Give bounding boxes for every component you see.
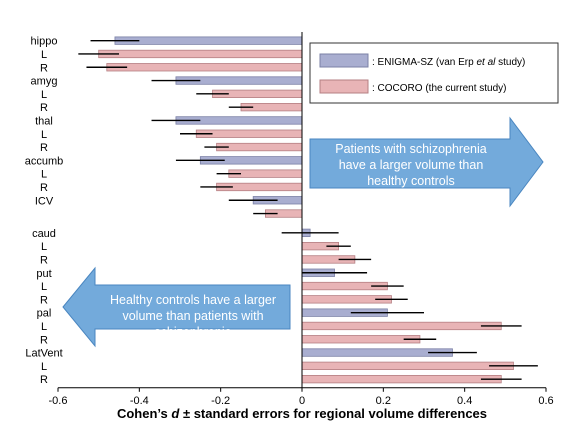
x-axis: -0.6 -0.4 -0.2 0 0.2 0.4 0.6 [49,32,554,407]
left-arrow-annotation: Healthy controls have a larger volume th… [62,266,291,348]
category-label-4: L [41,89,47,101]
legend-label-enigma-part-2: et al [476,57,496,68]
bar-cocoro-25 [301,374,502,384]
right-arrow-annotation: Patients with schizophrenia have a large… [309,116,544,208]
left-arrow-line-2: volume than patients with [122,309,263,323]
category-label-16: R [40,254,48,266]
category-label-15: L [41,241,47,253]
category-label-22: R [40,334,48,346]
category-label-6: thal [35,115,53,127]
category-labels: hippoLRamygLRthalLRaccumbLRICVcaudLRputL… [25,36,64,386]
legend-label-enigma-part-3: study) [495,57,525,68]
x-tick-label-0: -0.6 [49,395,68,407]
legend-label-enigma-part-1: : ENIGMA-SZ (van Erp [372,57,476,68]
x-tick-label-2: -0.2 [211,395,230,407]
x-tick-label-1: -0.4 [130,395,149,407]
x-tick-label-3: 0 [299,395,305,407]
left-arrow-line-1: Healthy controls have a larger [110,293,276,307]
category-label-5: R [40,102,48,114]
legend-swatch-enigma [319,53,369,68]
category-label-23: LatVent [25,348,62,360]
right-arrow-line-2: have a larger volume than [339,158,484,172]
category-label-17: put [36,268,51,280]
category-label-19: R [40,294,48,306]
right-arrow-shape [309,116,544,208]
category-label-3: amyg [31,76,58,88]
category-label-2: R [40,62,48,74]
legend-label-cocoro-part-1: : COCORO (the current study) [372,83,506,94]
category-label-7: L [41,129,47,141]
legend: : ENIGMA-SZ (van Erp et al study) : COCO… [309,42,559,104]
legend-label-enigma: : ENIGMA-SZ (van Erp et al study) [372,57,525,68]
legend-label-cocoro: : COCORO (the current study) [372,83,506,94]
right-arrow-line-3: healthy controls [367,174,455,188]
category-label-1: L [41,49,47,61]
right-arrow-line-1: Patients with schizophrenia [335,142,487,156]
x-axis-title-part-1: Cohen’s [117,406,171,421]
category-label-9: accumb [25,155,64,167]
bars-layer [78,36,538,384]
x-tick-label-4: 0.2 [376,395,391,407]
x-tick-label-5: 0.4 [457,395,472,407]
bar-enigma-0 [114,36,303,45]
bar-cocoro-2 [106,63,303,72]
x-tick-label-6: 0.6 [538,395,553,407]
left-arrow-shape [62,266,291,348]
x-axis-title: Cohen’s d ± standard errors for regional… [117,406,487,421]
category-label-24: L [41,361,47,373]
category-label-11: R [40,182,48,194]
category-label-8: R [40,142,48,154]
category-label-14: caud [32,228,56,240]
category-label-10: L [41,169,47,181]
bar-cocoro-1 [98,49,303,59]
category-label-12: ICV [35,195,54,207]
category-label-21: L [41,321,47,333]
x-axis-title-part-3: ± standard errors for regional volume di… [179,406,487,421]
category-label-20: pal [37,308,52,320]
bar-cocoro-22 [301,335,421,344]
x-axis-title-part-2: d [171,406,180,421]
category-label-0: hippo [31,36,58,48]
bar-cocoro-8 [216,142,303,152]
left-arrow-line-3: schizophrenia [154,325,231,339]
legend-box [309,42,559,104]
category-label-25: R [40,374,48,386]
legend-swatch-cocoro [319,79,369,94]
bar-cocoro-24 [301,361,514,371]
category-label-18: L [41,281,47,293]
bar-cocoro-21 [301,321,502,331]
